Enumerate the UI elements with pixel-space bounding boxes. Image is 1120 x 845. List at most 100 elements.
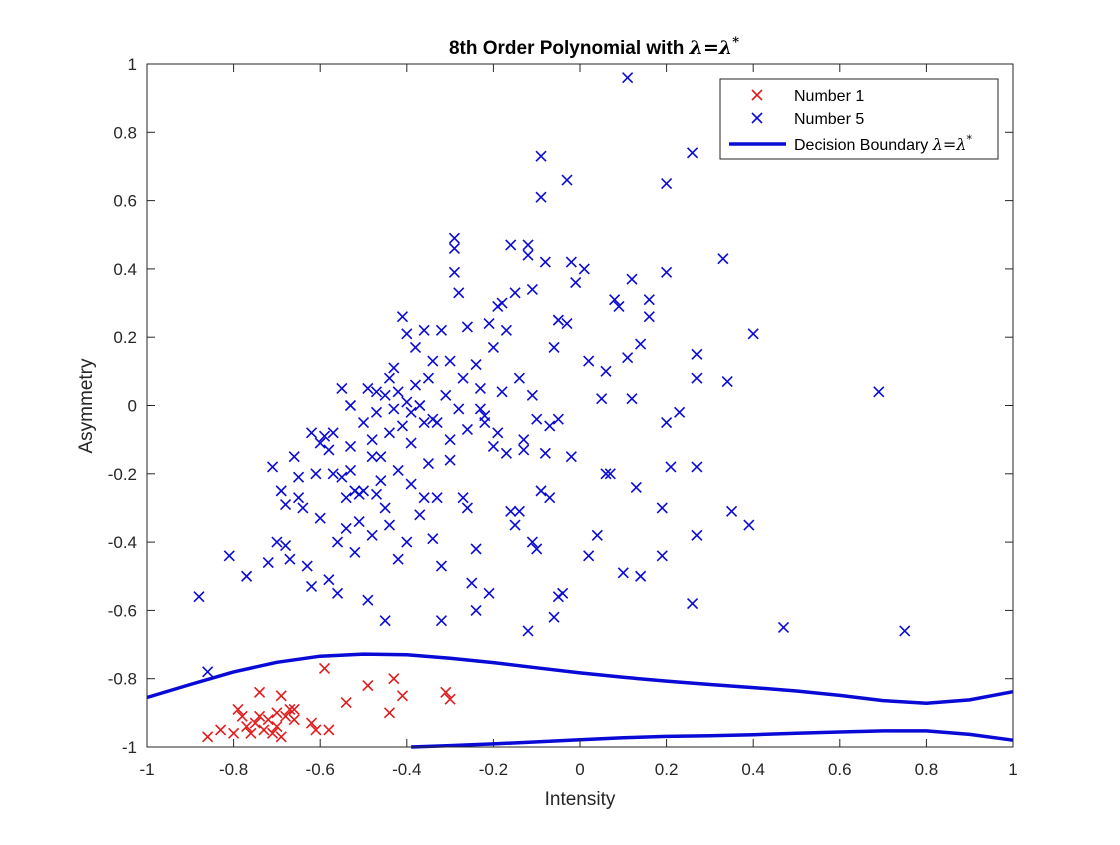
point-number-5 [518, 434, 530, 446]
point-number-1 [249, 717, 261, 729]
point-number-5 [461, 423, 473, 435]
point-number-5 [362, 594, 374, 606]
point-number-5 [392, 464, 404, 476]
point-number-5 [379, 502, 391, 514]
decision-boundary-curve-2 [411, 729, 1014, 749]
point-number-5 [687, 598, 699, 610]
point-number-5 [548, 611, 560, 623]
point-number-5 [492, 427, 504, 439]
point-number-5 [609, 294, 621, 306]
point-number-5 [383, 372, 396, 384]
point-number-5 [470, 543, 482, 555]
point-number-5 [409, 379, 422, 391]
point-number-5 [327, 468, 339, 480]
axes-box [146, 63, 1014, 748]
point-number-5 [873, 386, 885, 398]
point-number-5 [600, 468, 612, 480]
point-number-5 [453, 287, 465, 299]
point-number-5 [656, 502, 668, 514]
point-number-5 [487, 341, 499, 354]
point-number-5 [626, 393, 638, 405]
point-number-5 [401, 396, 413, 408]
series-number-5 [193, 72, 911, 678]
point-number-5 [526, 283, 538, 295]
y-tick-label: -0.4 [108, 533, 137, 552]
point-number-5 [513, 505, 525, 517]
point-number-5 [448, 232, 460, 244]
point-number-5 [435, 324, 448, 336]
point-number-5 [513, 372, 525, 384]
point-number-5 [496, 386, 508, 398]
point-number-5 [522, 249, 534, 261]
legend-marker-number-1 [751, 89, 763, 101]
point-number-5 [383, 519, 396, 531]
point-number-5 [379, 615, 391, 627]
point-number-1 [310, 724, 322, 736]
point-number-5 [323, 574, 335, 586]
legend: Number 1 Number 5 Decision Boundary λ=λ* [719, 78, 999, 160]
point-number-1 [288, 714, 300, 726]
point-number-5 [336, 471, 348, 483]
point-number-1 [267, 727, 279, 739]
point-number-5 [535, 150, 547, 162]
point-number-5 [318, 430, 331, 442]
point-number-5 [691, 372, 703, 384]
point-number-5 [448, 266, 460, 278]
point-number-5 [279, 539, 292, 552]
point-number-5 [583, 355, 595, 367]
point-number-5 [366, 451, 378, 463]
x-tick-label: 0.4 [741, 760, 765, 779]
point-number-5 [418, 417, 430, 429]
point-number-5 [409, 341, 422, 354]
point-number-5 [314, 512, 326, 524]
point-number-5 [366, 529, 378, 541]
point-number-5 [535, 485, 547, 497]
point-number-5 [388, 403, 400, 415]
point-number-5 [531, 413, 543, 425]
plot-area [146, 72, 1014, 749]
point-number-5 [193, 591, 205, 603]
x-tick-label: -0.2 [479, 760, 508, 779]
point-number-5 [414, 509, 426, 521]
point-number-5 [241, 570, 253, 582]
legend-label-number-5: Number 5 [794, 111, 864, 128]
y-tick-label: 0.6 [113, 192, 137, 211]
point-number-1 [232, 703, 244, 716]
point-number-5 [661, 417, 673, 429]
point-number-5 [665, 461, 677, 473]
point-number-5 [552, 591, 564, 603]
y-tick-label: 0 [128, 397, 137, 416]
point-number-5 [505, 239, 517, 251]
point-number-5 [375, 451, 387, 463]
point-number-5 [366, 434, 378, 446]
point-number-5 [401, 328, 413, 340]
point-number-5 [622, 72, 634, 84]
point-number-5 [630, 481, 642, 494]
point-number-5 [331, 587, 344, 599]
point-number-5 [526, 536, 538, 548]
point-number-5 [427, 533, 439, 545]
point-number-5 [344, 440, 357, 453]
x-tick-label: -0.6 [306, 760, 335, 779]
point-number-5 [600, 365, 612, 377]
legend-marker-number-5 [751, 112, 763, 124]
x-tick-label: 0.2 [655, 760, 679, 779]
point-number-5 [444, 454, 456, 466]
point-number-5 [470, 604, 482, 616]
chart-title: 8th Order Polynomial with λ=λ* [449, 35, 739, 59]
point-number-1 [236, 710, 248, 722]
y-tick-label: -0.8 [108, 670, 137, 689]
x-tick-label: 0.8 [915, 760, 939, 779]
point-number-5 [526, 389, 538, 401]
point-number-5 [271, 536, 283, 548]
point-number-5 [604, 468, 616, 480]
point-number-5 [331, 536, 344, 548]
point-number-5 [353, 516, 365, 528]
point-number-5 [435, 615, 448, 627]
point-number-1 [318, 662, 331, 675]
point-number-5 [509, 519, 521, 531]
point-number-5 [522, 239, 534, 251]
point-number-5 [392, 386, 404, 398]
point-number-5 [899, 625, 911, 637]
